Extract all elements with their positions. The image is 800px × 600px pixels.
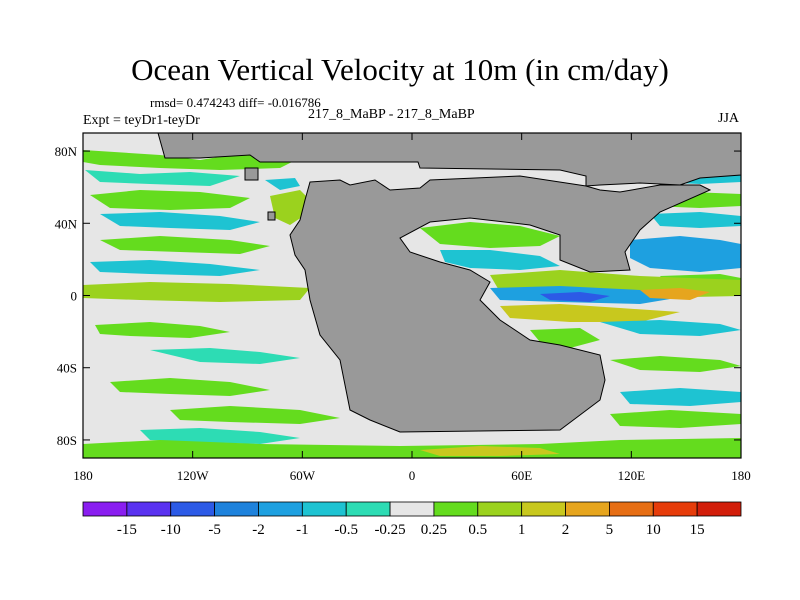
lat-tick-label: 0 [71, 289, 78, 304]
land-north [157, 132, 742, 187]
colorbar-swatch [565, 501, 610, 517]
colorbar-swatch [258, 501, 303, 517]
stats-label: rmsd= 0.474243 diff= -0.016786 [150, 95, 321, 110]
colorbar-swatch [609, 501, 654, 517]
field-band-yellow [500, 304, 680, 322]
lat-tick-label: 80N [55, 144, 78, 159]
colorbar-swatch [477, 501, 523, 517]
colorbar-swatch [170, 501, 216, 517]
colorbar-swatch [301, 501, 347, 517]
field-band-cyan [85, 170, 240, 186]
field-band-cyan [600, 320, 741, 336]
colorbar-swatch [345, 501, 391, 517]
longitude-axis: 180 120W 60W 0 60E 120E 180 [73, 133, 751, 483]
field-band-orange [640, 288, 710, 300]
experiment-label: Expt = teyDr1-teyDr [83, 113, 200, 128]
colorbar-label: 1 [518, 522, 526, 538]
lat-tick-label: 40N [55, 216, 78, 231]
lon-tick-label: 60W [290, 468, 316, 483]
field-band-green [90, 190, 250, 210]
season-label: JJA [718, 111, 740, 126]
colorbar-swatch [82, 501, 128, 517]
land-island [267, 211, 276, 221]
colorbar-swatch [389, 501, 435, 517]
field-band-green [100, 236, 270, 254]
field-band-blue [540, 292, 610, 302]
lat-tick-label: 80S [57, 433, 77, 448]
lon-tick-label: 120W [177, 468, 210, 483]
colorbar-swatch [126, 501, 172, 517]
colorbar-label: 5 [606, 522, 614, 538]
lon-tick-label: 120E [618, 468, 646, 483]
field-band-cyan [140, 428, 300, 444]
colorbar-label: 15 [690, 522, 705, 538]
colorbar-swatch [214, 501, 259, 517]
colorbar-label: 0.25 [421, 522, 447, 538]
lat-tick-label: 40S [57, 361, 77, 376]
colorbar-label: -15 [117, 522, 137, 538]
field-band-cyan [620, 388, 741, 406]
field-band-yellow [420, 446, 560, 456]
field-band-green [170, 406, 340, 424]
colorbar-label: -1 [296, 522, 309, 538]
figure-title: Ocean Vertical Velocity at 10m (in cm/da… [131, 52, 669, 87]
field-band-cyan [630, 236, 741, 272]
colorbar-label: 0.5 [468, 522, 487, 538]
field-band-cyan [650, 212, 741, 228]
colorbar: -15 -10 -5 -2 -1 -0.5 -0.25 0.25 0.5 1 2 5 10 15 [82, 501, 742, 538]
field-band-cyan [100, 212, 260, 230]
lon-tick-label: 180 [73, 468, 93, 483]
field-band-green [270, 190, 310, 225]
colorbar-label: -0.5 [334, 522, 358, 538]
colorbar-label: -2 [252, 522, 265, 538]
field-band-green [610, 356, 741, 372]
colorbar-label: 10 [646, 522, 661, 538]
subtitle-label: 217_8_MaBP - 217_8_MaBP [308, 107, 475, 122]
colorbar-label: -10 [161, 522, 181, 538]
field-band-green [610, 410, 741, 428]
field-band-green [83, 282, 310, 302]
field-band-green [420, 222, 560, 248]
field-band-green [110, 378, 270, 396]
colorbar-swatch [521, 501, 566, 517]
lon-tick-label: 0 [409, 468, 416, 483]
colorbar-label: 2 [562, 522, 570, 538]
lon-tick-label: 60E [511, 468, 532, 483]
lon-tick-label: 180 [731, 468, 751, 483]
colorbar-swatch [433, 501, 479, 517]
field-band-cyan [265, 178, 300, 190]
field-band-cyan [150, 348, 300, 364]
land-island [244, 167, 259, 181]
field-band-cyan [440, 250, 560, 270]
field-band-cyan [90, 260, 260, 276]
colorbar-swatch [696, 501, 742, 517]
field-band-green [83, 438, 741, 458]
field-band-green [95, 322, 230, 338]
colorbar-label: -0.25 [374, 522, 405, 538]
latitude-axis: 80N 40N 0 40S 80S [55, 144, 741, 448]
land-supercontinent [289, 175, 712, 433]
land-masses [157, 132, 742, 433]
colorbar-label: -5 [208, 522, 221, 538]
colorbar-swatch [652, 501, 698, 517]
